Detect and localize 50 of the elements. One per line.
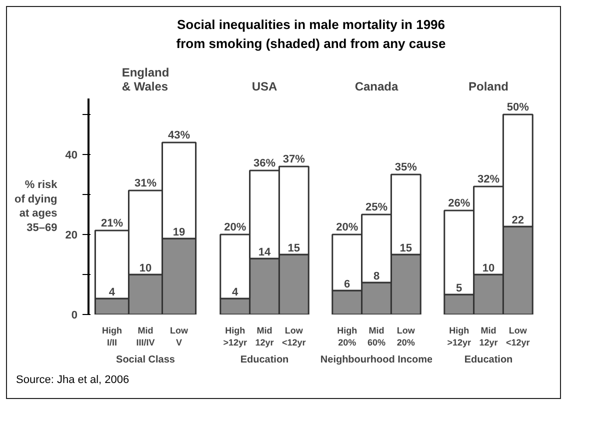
y-tick-label: 40 xyxy=(65,150,78,162)
data-label: 15 xyxy=(400,242,412,255)
total-label: 31% xyxy=(134,178,157,190)
x-tick-label: Mid III/IV xyxy=(136,326,155,348)
y-axis-title: % risk of dying at ages 35–69 xyxy=(14,179,58,234)
x-tick-label: High >12yr xyxy=(223,326,248,348)
x-tick-label: Low V xyxy=(170,326,190,348)
total-label: 36% xyxy=(253,158,276,170)
total-label: 43% xyxy=(168,130,190,142)
x-tick-label: Low <12yr xyxy=(506,326,530,348)
x-tick-label: High >12yr xyxy=(447,326,472,348)
data-label: 8 xyxy=(373,270,380,283)
data-label: 10 xyxy=(139,262,152,275)
x-axis-title: Education xyxy=(464,354,513,366)
x-axis-title: Education xyxy=(240,354,289,366)
data-label: 15 xyxy=(288,242,300,255)
x-tick-label: Low 20% xyxy=(396,326,416,348)
y-tick-label: 0 xyxy=(71,310,78,322)
total-label: 50% xyxy=(506,102,530,114)
x-axis-title: Neighbourhood Income xyxy=(320,354,434,366)
x-tick-label: Mid 60% xyxy=(367,326,386,348)
data-label: 6 xyxy=(344,278,350,291)
data-label: 10 xyxy=(482,262,495,275)
total-label: 25% xyxy=(365,202,388,214)
y-tick-label: 20 xyxy=(65,230,78,242)
chart-title: Poland xyxy=(468,80,509,94)
x-tick-label: High 20% xyxy=(337,326,358,348)
data-label: 22 xyxy=(512,214,524,227)
total-label: 21% xyxy=(100,218,124,230)
x-tick-label: High I/II xyxy=(102,326,122,348)
text: Social inequalities in male mortality in 1996 from smoking (shaded) and from any cause xyxy=(176,16,446,53)
data-label: 4 xyxy=(108,286,116,299)
total-label: 35% xyxy=(394,162,418,174)
chart-title: England & Wales xyxy=(122,66,170,94)
x-tick-label: Mid 12yr xyxy=(479,326,498,348)
total-label: 26% xyxy=(448,198,470,210)
x-axis-title: Social Class xyxy=(116,354,176,366)
chart-title: Canada xyxy=(354,80,398,94)
total-label: 37% xyxy=(282,154,306,166)
total-label: 32% xyxy=(477,174,500,186)
x-tick-label: Mid 12yr xyxy=(255,326,274,348)
data-label: 19 xyxy=(172,226,186,239)
total-label: 20% xyxy=(224,222,246,234)
source-note: Source: Jha et al, 2006 xyxy=(16,373,130,388)
data-label: 4 xyxy=(232,286,240,299)
data-label: 14 xyxy=(258,246,272,259)
chart-title: USA xyxy=(252,80,278,94)
total-label: 20% xyxy=(336,222,358,234)
x-tick-label: Low <12yr xyxy=(282,326,306,348)
data-label: 5 xyxy=(456,282,462,295)
